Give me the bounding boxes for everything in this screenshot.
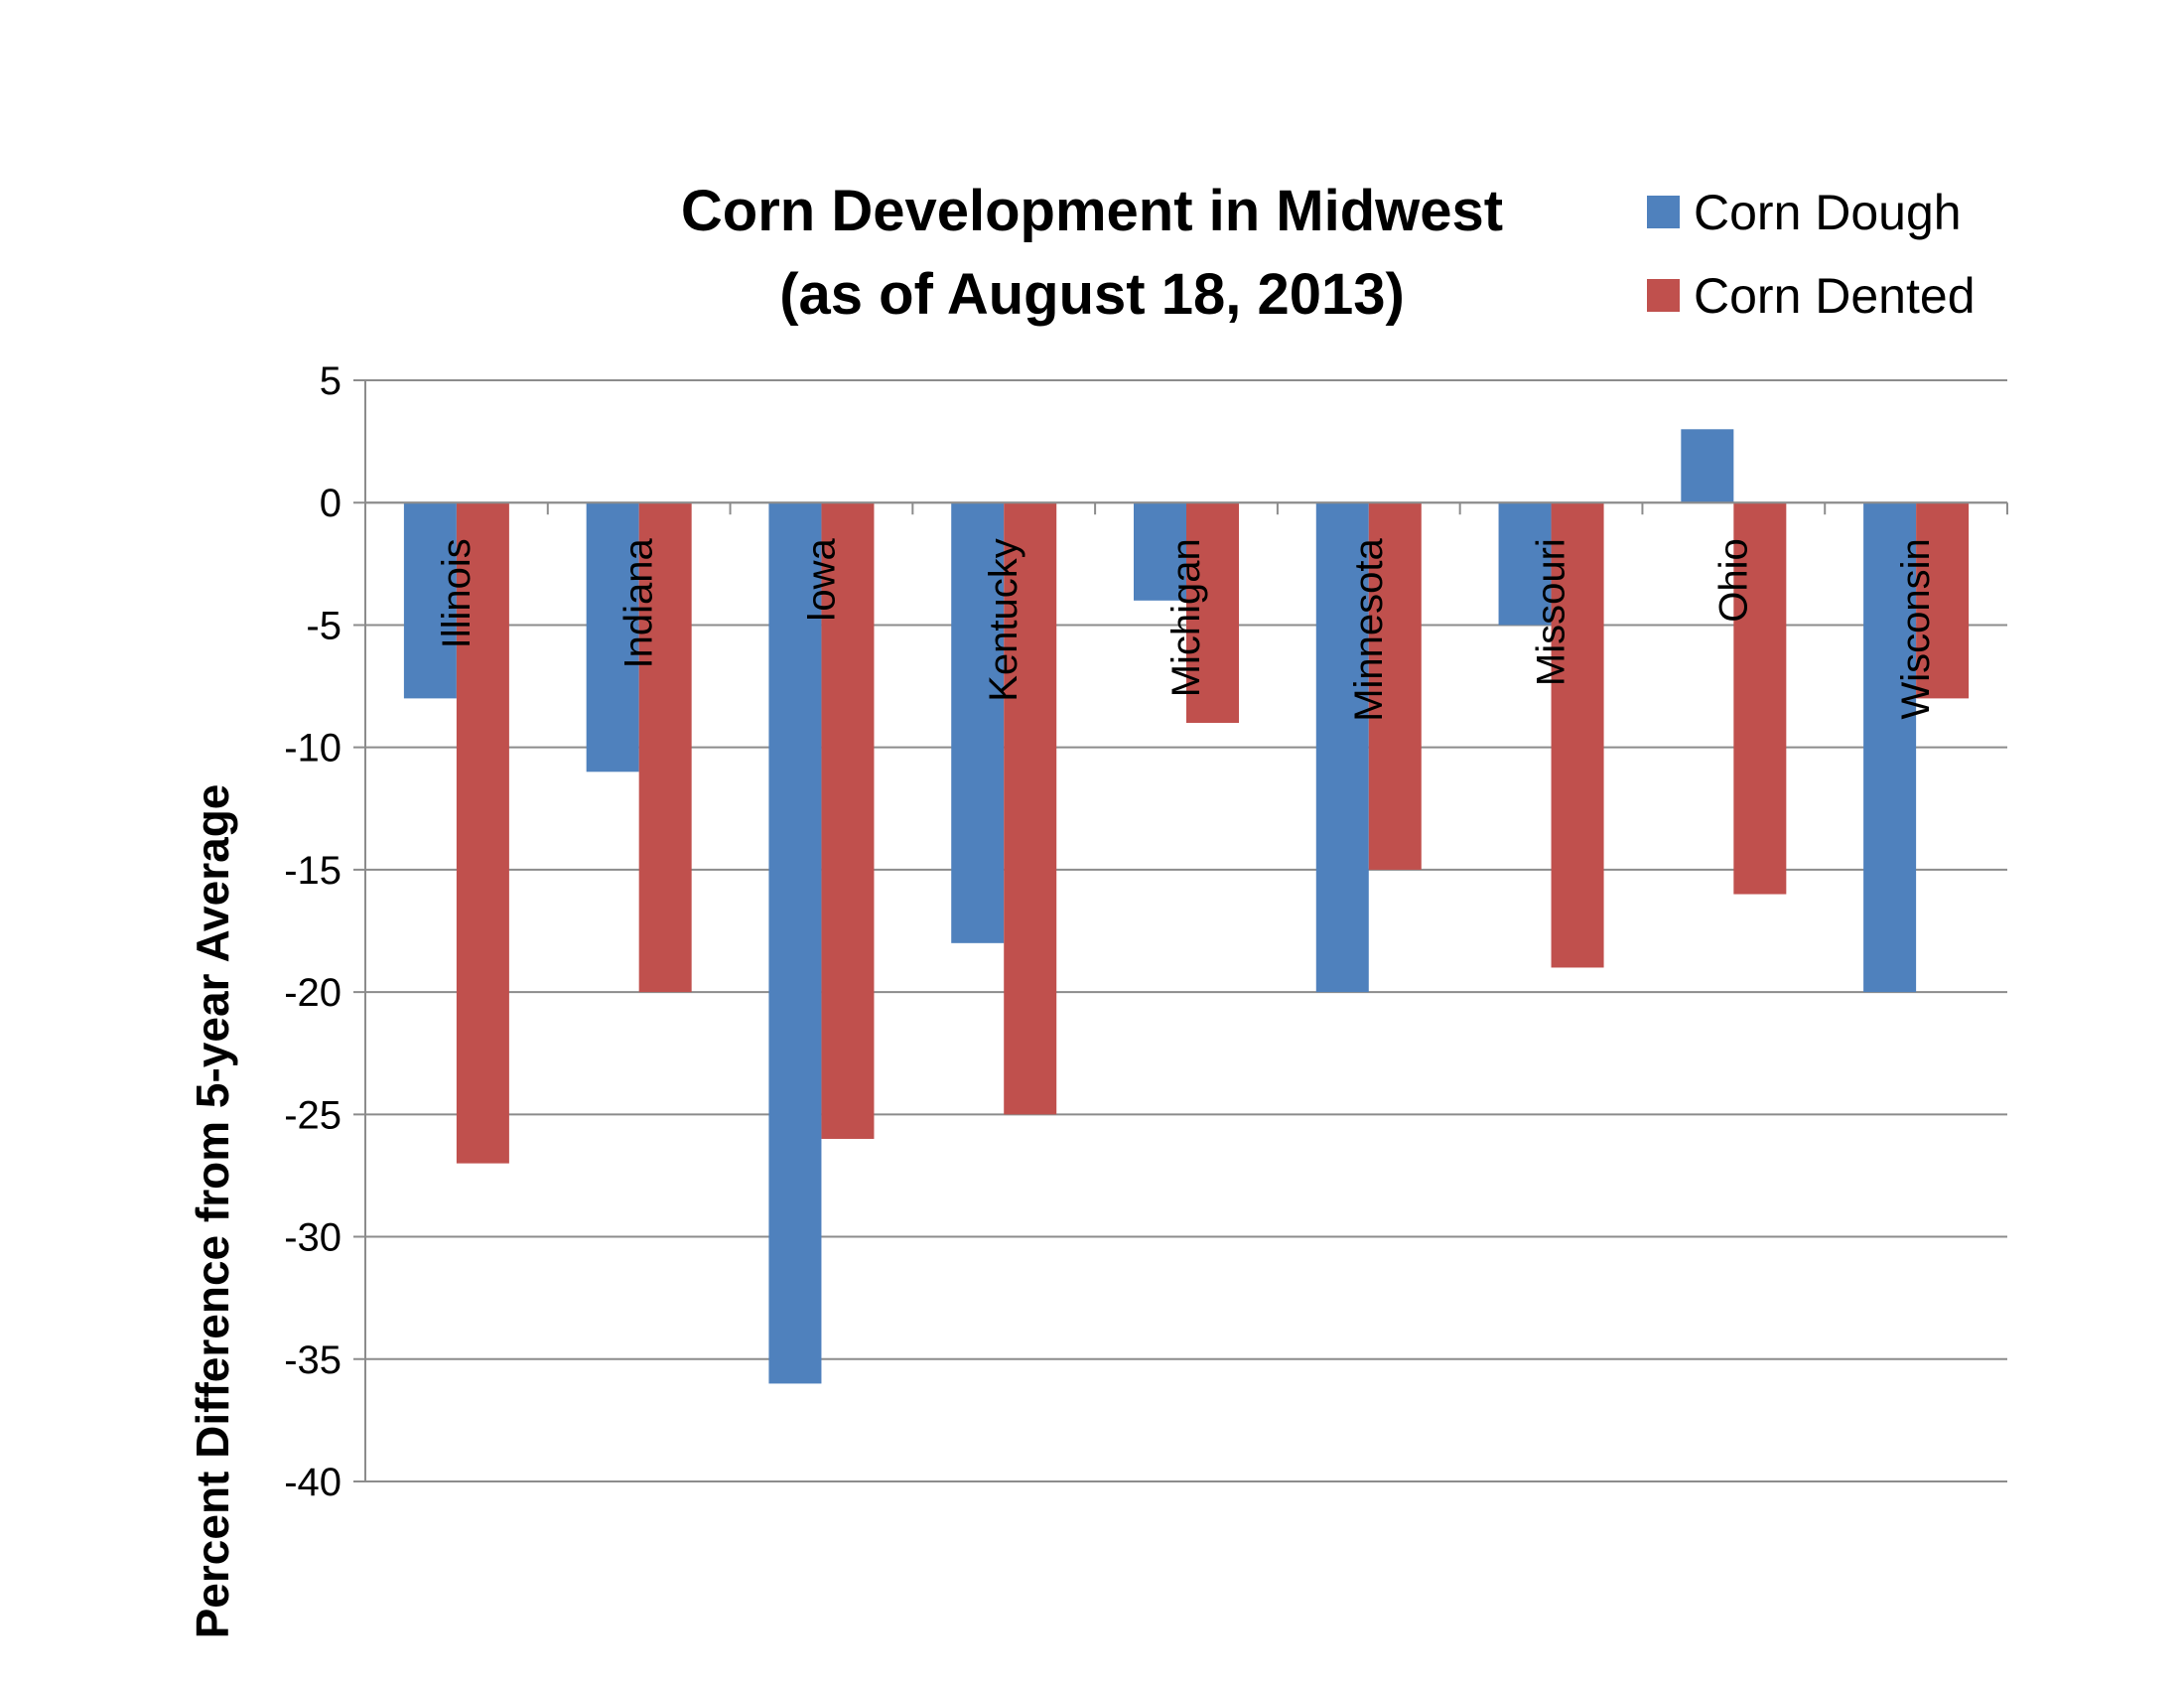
bar-corn-dough	[1315, 502, 1369, 993]
y-tick-labels: 5 0 -5 -10 -15 -20 -25 -30 -35 -40	[284, 359, 341, 1504]
bar-corn-dough	[951, 502, 1005, 943]
category-label: Wisconsin	[1894, 538, 1938, 719]
y-tick-label: 5	[320, 359, 341, 403]
bar-corn-dented	[1733, 502, 1787, 895]
bar-corn-dough	[1498, 502, 1552, 626]
bar-corn-dented	[1004, 502, 1057, 1115]
bar-corn-dented	[821, 502, 875, 1139]
y-tick-label: -15	[284, 849, 341, 893]
y-tick-label: -35	[284, 1338, 341, 1382]
category-label: Kentucky	[982, 538, 1025, 702]
legend-swatch	[1647, 196, 1680, 228]
y-tick-label: 0	[320, 482, 341, 525]
y-tick-label: -25	[284, 1093, 341, 1137]
chart-title: Corn Development in Midwest (as of Augus…	[681, 179, 1503, 327]
chart-legend: Corn Dough Corn Dented	[1647, 185, 1976, 324]
chart-title-line-2: (as of August 18, 2013)	[779, 262, 1405, 327]
bar-corn-dented	[638, 502, 692, 993]
bar-corn-dented	[1551, 502, 1604, 968]
category-label: Ohio	[1711, 538, 1755, 623]
category-label: Iowa	[799, 537, 843, 622]
category-label: Indiana	[617, 537, 661, 668]
bar-corn-dough	[586, 502, 639, 773]
category-label: Michigan	[1164, 538, 1208, 697]
y-tick-label: -10	[284, 727, 341, 771]
y-tick-label: -30	[284, 1216, 341, 1260]
y-tick-label: -40	[284, 1461, 341, 1504]
bar-corn-dough	[403, 502, 457, 699]
bar-corn-dented	[456, 502, 509, 1164]
category-label: Missouri	[1530, 538, 1573, 686]
legend-label: Corn Dented	[1694, 268, 1976, 324]
y-tick-label: -20	[284, 971, 341, 1015]
chart-title-line-1: Corn Development in Midwest	[681, 179, 1503, 243]
bar-corn-dented	[1186, 502, 1239, 724]
axes	[364, 380, 2008, 1481]
bar-corn-dented	[1916, 502, 1970, 699]
category-label: Illinois	[435, 538, 478, 648]
legend-label: Corn Dough	[1694, 185, 1962, 240]
bar-corn-dented	[1368, 502, 1422, 870]
y-tick-label: -5	[306, 604, 341, 647]
bar-corn-dough	[768, 502, 822, 1384]
bars-group	[403, 429, 1970, 1384]
category-label: Minnesota	[1347, 537, 1391, 721]
bar-corn-dough	[1134, 502, 1186, 601]
category-labels: Illinois Indiana Iowa Kentucky Michigan Minne…	[435, 537, 1938, 721]
legend-swatch	[1647, 279, 1680, 312]
bar-corn-dough	[1681, 429, 1734, 503]
y-axis-label: Percent Difference from 5-year Average	[187, 784, 238, 1639]
bar-corn-dough	[1863, 502, 1917, 993]
